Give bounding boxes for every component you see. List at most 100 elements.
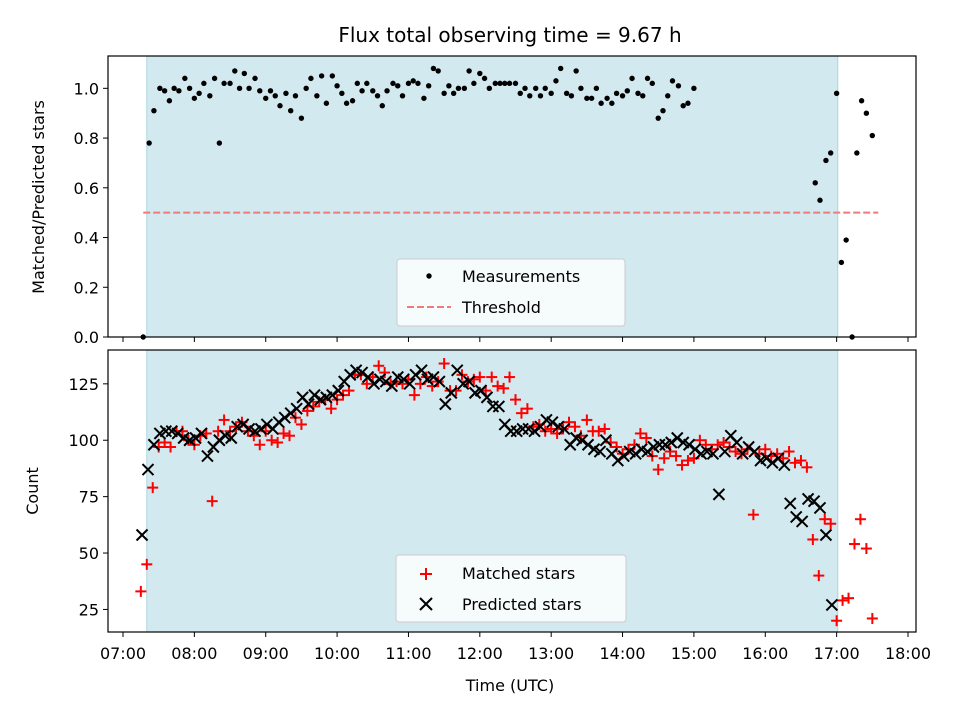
matched-star-point — [272, 436, 284, 448]
measurement-point — [318, 73, 325, 79]
matched-star-point — [676, 459, 688, 471]
predicted-star-point — [760, 452, 773, 465]
predicted-star-point — [278, 411, 291, 424]
measurement-point — [399, 93, 406, 99]
measurement-point — [252, 75, 258, 82]
measurement-point — [182, 75, 188, 82]
predicted-star-point — [451, 364, 464, 377]
measurement-point — [211, 75, 218, 82]
bottom-y-tick-label: 50 — [79, 544, 99, 563]
measurement-point — [441, 90, 447, 97]
measurement-point — [146, 140, 152, 146]
top-axes-frame — [107, 55, 917, 338]
measurement-point — [359, 88, 365, 94]
predicted-star-point — [355, 366, 369, 379]
measurement-point — [349, 98, 356, 104]
predicted-star-point — [558, 422, 571, 436]
measurement-point — [461, 85, 468, 92]
matched-star-point — [521, 403, 533, 415]
measurement-point — [502, 80, 508, 87]
matched-star-point — [611, 441, 623, 453]
measurement-point — [405, 80, 412, 87]
predicted-star-point — [201, 449, 214, 463]
matched-star-point — [510, 394, 521, 406]
measurement-point — [593, 85, 600, 92]
measurement-point — [691, 85, 697, 92]
predicted-star-point — [409, 368, 422, 382]
matched-star-point — [373, 360, 385, 372]
x-tick-label: 07:00 — [100, 644, 146, 663]
legend-measurements-label: Measurements — [462, 267, 580, 286]
bottom-y-tick-label: 125 — [68, 375, 99, 394]
top-legend-box — [396, 258, 626, 327]
measurement-point — [364, 80, 370, 87]
measurement-point — [329, 73, 336, 79]
measurement-point — [232, 68, 238, 74]
bottom-legend-box — [395, 554, 627, 623]
predicted-star-point — [290, 402, 303, 415]
predicted-star-point — [778, 458, 791, 472]
predicted-star-point — [682, 438, 696, 451]
predicted-star-point — [581, 438, 595, 451]
measurement-point — [191, 95, 198, 101]
predicted-star-point — [795, 515, 809, 528]
predicted-star-point — [593, 445, 607, 458]
predicted-star-point — [784, 497, 797, 510]
matched-star-point — [135, 585, 147, 597]
measurement-point — [584, 95, 590, 101]
matched-star-point — [789, 457, 801, 469]
measurement-point — [370, 88, 376, 94]
legend-predicted-marker — [419, 597, 433, 611]
measurement-point — [166, 98, 173, 104]
matched-star-point — [563, 416, 575, 428]
measurement-point — [660, 108, 666, 114]
matched-star-point — [795, 455, 807, 467]
matched-star-point — [599, 423, 611, 435]
measurement-point — [675, 83, 682, 89]
matched-star-point — [837, 594, 849, 606]
measurement-point — [298, 115, 305, 121]
measurement-point — [812, 180, 818, 186]
x-axis-label: Time (UTC) — [465, 676, 554, 695]
bottom-y-tick-label: 100 — [68, 431, 99, 450]
measurement-point — [644, 75, 651, 82]
measurement-point — [157, 85, 163, 92]
measurement-point — [497, 80, 503, 87]
predicted-star-point — [236, 418, 250, 431]
measurement-point — [216, 140, 223, 146]
measurement-point — [171, 85, 177, 92]
measurement-point — [343, 100, 350, 106]
predicted-star-point — [825, 598, 839, 612]
predicted-star-point — [718, 445, 732, 458]
measurement-point — [477, 70, 483, 77]
predicted-star-point — [415, 364, 428, 377]
matched-star-point — [831, 615, 843, 627]
measurement-point — [613, 90, 620, 97]
top-y-tick-label: 0.2 — [74, 278, 99, 297]
measurement-point — [241, 70, 248, 77]
measurement-points — [140, 65, 876, 340]
predicted-star-point — [385, 379, 399, 393]
measurement-point — [655, 115, 661, 121]
measurement-point — [548, 90, 554, 97]
predicted-star-point — [766, 456, 779, 470]
x-tick-label: 08:00 — [171, 644, 217, 663]
predicted-star-point — [546, 415, 559, 429]
predicted-star-point — [492, 400, 506, 413]
predicted-star-point — [135, 528, 149, 542]
measurement-point — [257, 88, 263, 94]
measurement-point — [512, 80, 519, 87]
measurement-point — [869, 132, 876, 139]
measurement-point — [303, 85, 309, 92]
predicted-star-point — [326, 388, 339, 402]
matched-star-point — [147, 482, 159, 494]
top-legend: Measurements Threshold — [396, 258, 626, 327]
matched-star-point — [670, 450, 682, 462]
matched-star-point — [325, 403, 337, 415]
predicted-star-point — [433, 375, 446, 388]
measurement-point — [334, 83, 340, 89]
measurement-point — [314, 93, 320, 99]
predicted-star-point — [308, 388, 321, 402]
measurement-point — [435, 68, 441, 74]
measurement-point — [827, 150, 834, 156]
